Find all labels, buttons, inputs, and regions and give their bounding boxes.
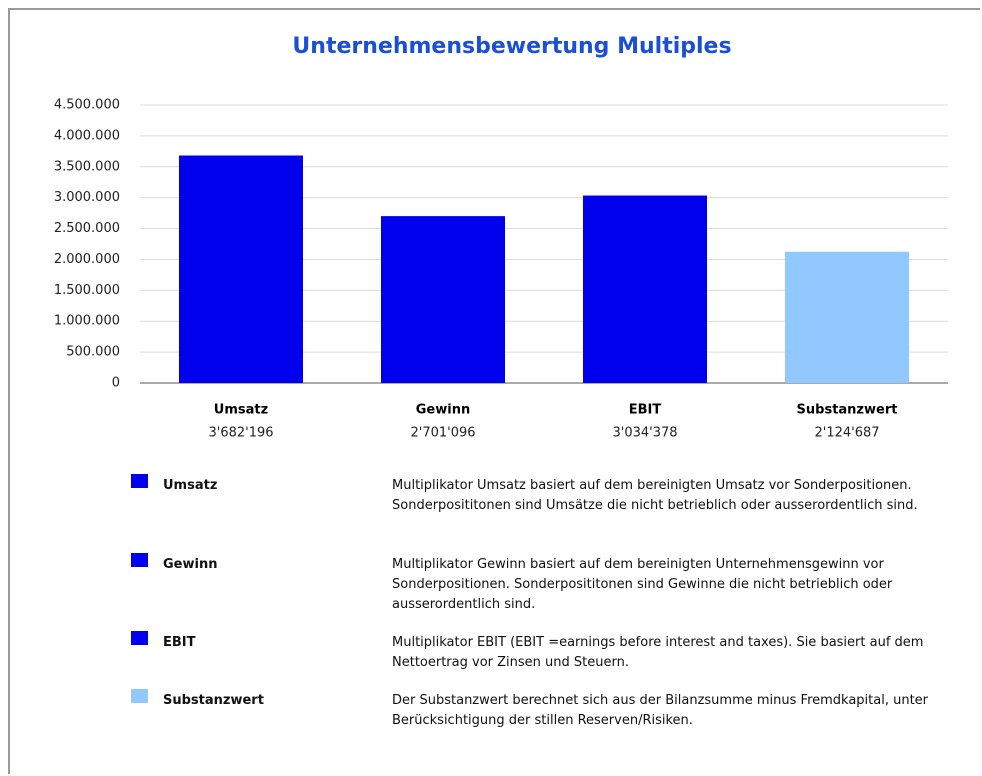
x-tick-label: Umsatz — [214, 403, 268, 418]
y-tick-label: 1.500.000 — [54, 283, 120, 298]
y-tick-label: 1.000.000 — [54, 314, 120, 329]
legend-description: Multiplikator Umsatz basiert auf dem ber… — [392, 478, 918, 513]
legend-description: Multiplikator Gewinn basiert auf dem ber… — [392, 557, 893, 612]
value-label: 3'034'378 — [612, 426, 677, 441]
y-tick-label: 500.000 — [66, 345, 120, 360]
x-tick-label: Substanzwert — [797, 403, 898, 418]
y-tick-label: 4.500.000 — [54, 98, 120, 113]
x-tick-label: EBIT — [629, 403, 662, 418]
y-tick-label: 3.500.000 — [54, 159, 120, 174]
bar — [785, 251, 909, 383]
legend-label: Gewinn — [163, 557, 218, 572]
value-label: 3'682'196 — [208, 426, 273, 441]
y-tick-label: 0 — [112, 376, 120, 391]
legend-label: Substanzwert — [163, 693, 264, 708]
chart: Unternehmensbewertung Multiples 0 500.000… — [54, 34, 948, 441]
bar — [583, 195, 707, 383]
chart-title: Unternehmensbewertung Multiples — [292, 34, 731, 59]
y-tick-label: 2.000.000 — [54, 252, 120, 267]
legend-label: EBIT — [163, 635, 196, 650]
bar — [381, 216, 505, 383]
legend-swatch — [131, 631, 148, 645]
legend-description: Multiplikator EBIT (EBIT =earnings befor… — [392, 635, 924, 670]
bar — [179, 155, 303, 383]
x-tick-label: Gewinn — [416, 403, 470, 418]
y-tick-label: 2.500.000 — [54, 221, 120, 236]
legend-swatch — [131, 689, 148, 703]
frame — [8, 8, 980, 774]
value-label: 2'701'096 — [410, 426, 475, 441]
value-label: 2'124'687 — [814, 426, 879, 441]
y-tick-label: 4.000.000 — [54, 128, 120, 143]
legend-swatch — [131, 553, 148, 567]
legend-description: Der Substanzwert berechnet sich aus der … — [392, 693, 929, 728]
y-tick-label: 3.000.000 — [54, 190, 120, 205]
legend-swatch — [131, 474, 148, 488]
legend-label: Umsatz — [163, 478, 218, 493]
